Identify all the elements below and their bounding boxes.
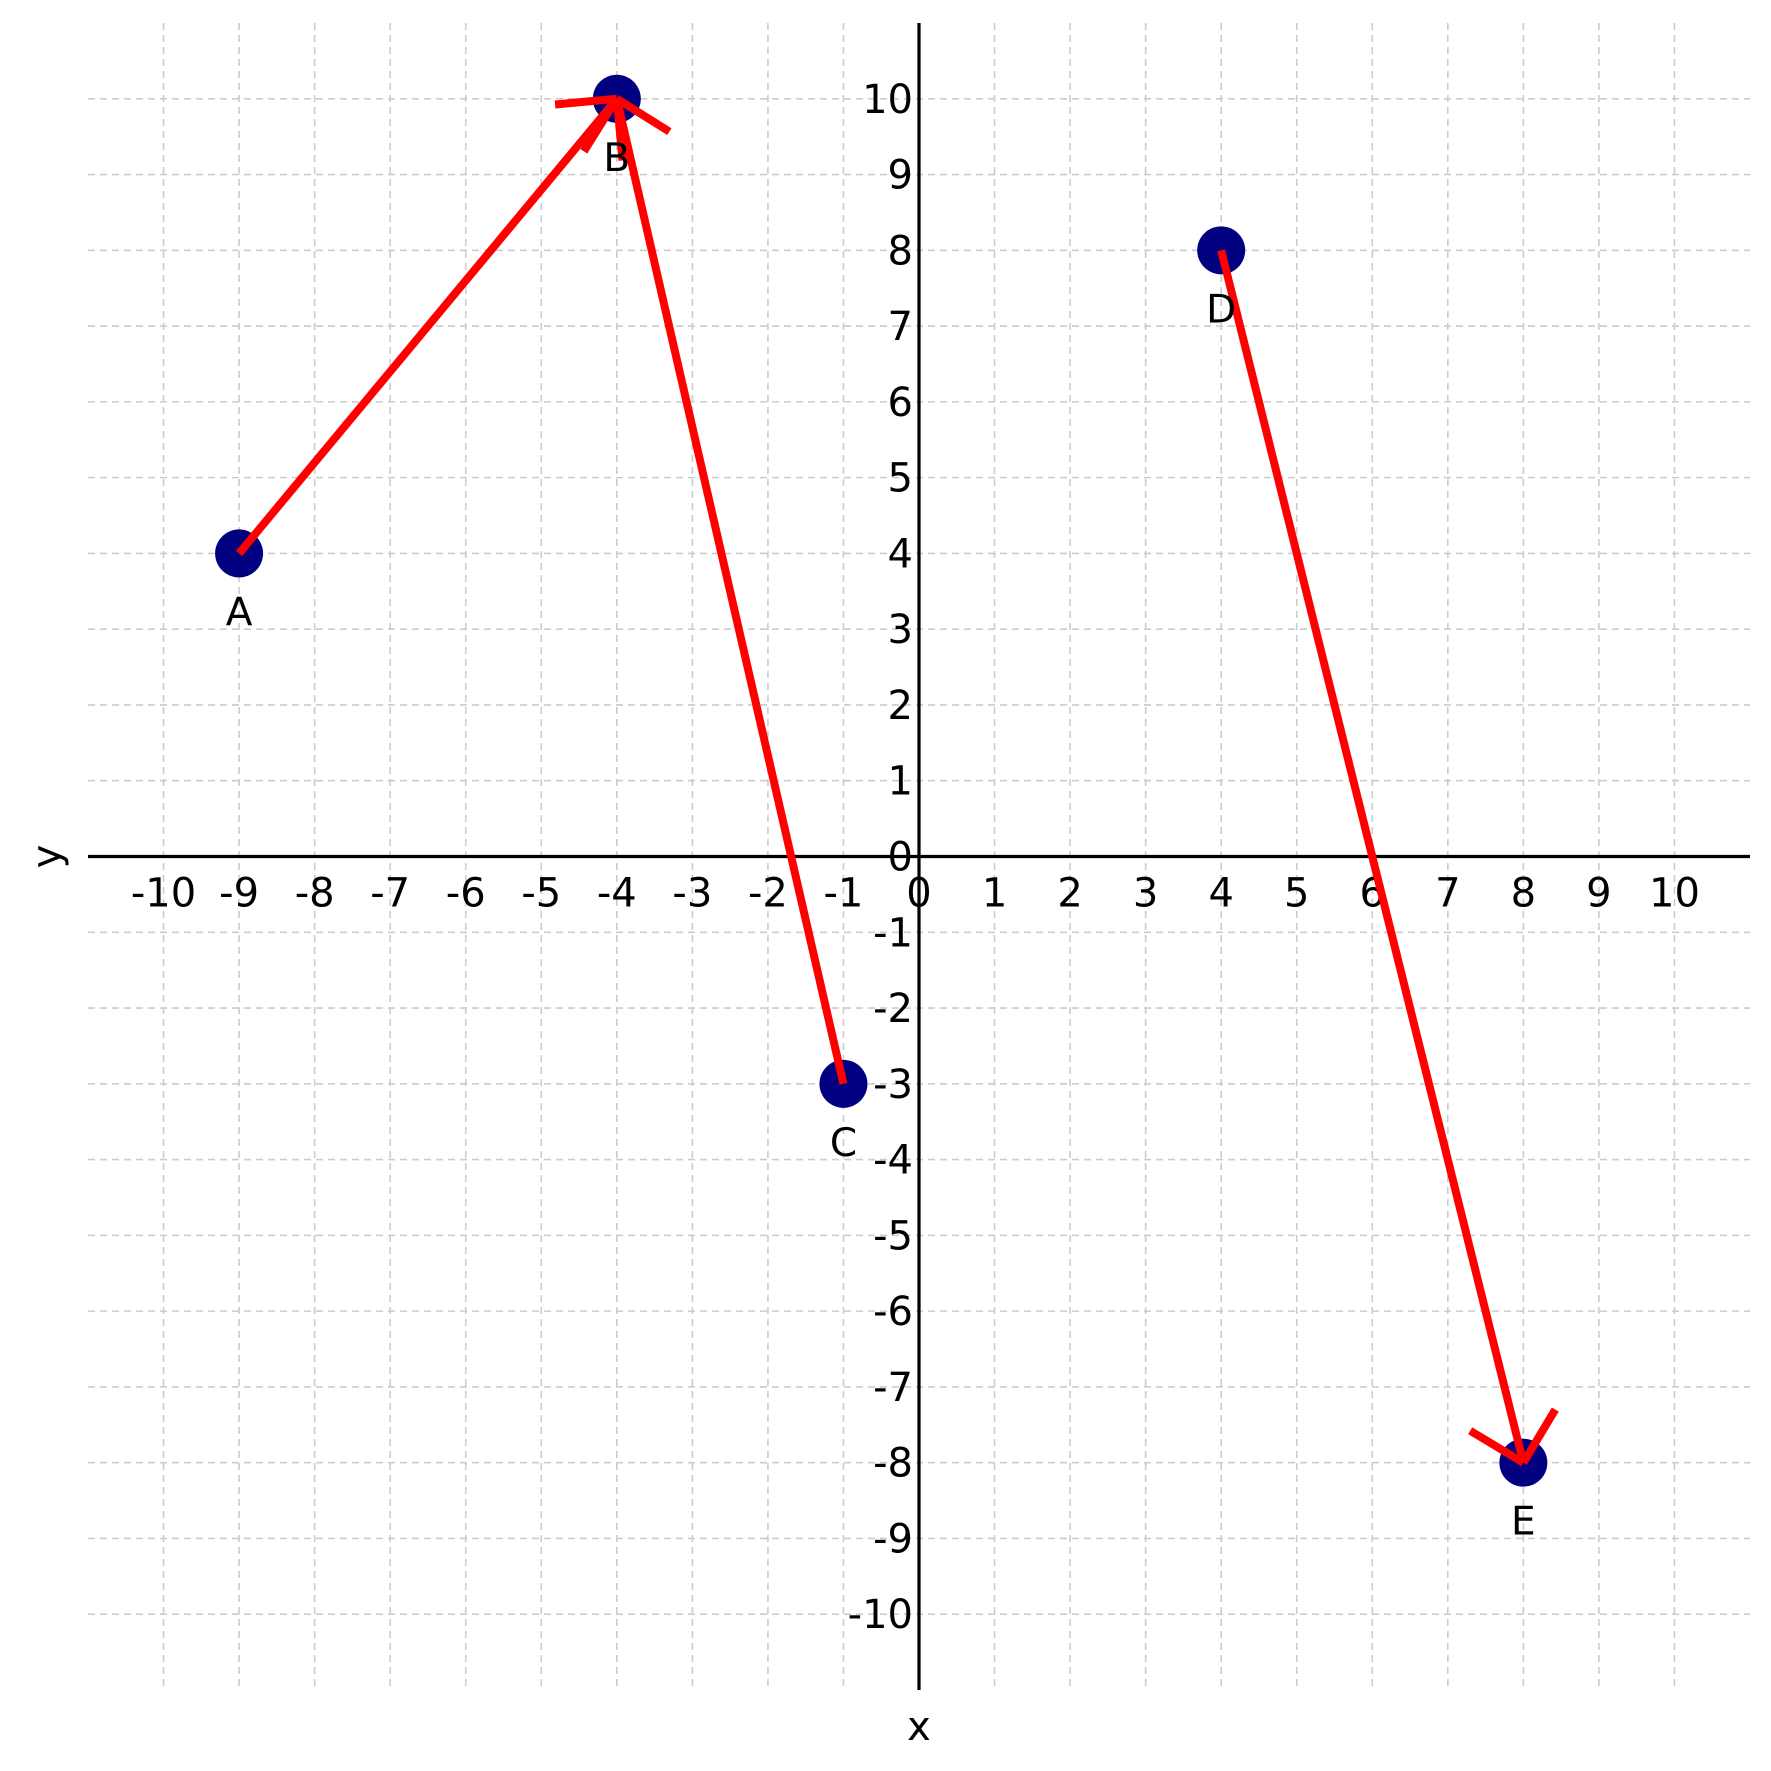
y-tick-label: -10 (848, 1592, 913, 1638)
vector-d-e (1217, 249, 1559, 1467)
x-tick-label: -1 (824, 871, 864, 917)
y-tick-label: 6 (888, 380, 913, 426)
x-tick-label: -6 (446, 871, 486, 917)
y-tick-label: -5 (873, 1213, 913, 1259)
y-tick-label: -1 (873, 910, 913, 956)
x-tick-labels: -10 -9 -8 -7 -6 -5 -4 -3 -2 -1 0 1 2 3 4 5 6 7 8 9 10 (131, 871, 1700, 917)
point-labels: A B C D E (226, 136, 1536, 1545)
point-label-a: A (226, 590, 253, 635)
y-tick-label: -9 (873, 1516, 913, 1562)
x-tick-label: 1 (982, 871, 1007, 917)
vector-shaft (1217, 249, 1528, 1464)
point-label-e: E (1511, 1500, 1536, 1545)
x-tick-label: -9 (219, 871, 259, 917)
arrowhead-stroke (554, 94, 618, 109)
y-tick-label: -7 (873, 1365, 913, 1411)
x-tick-label: -8 (295, 871, 335, 917)
arrowhead-stroke (614, 95, 672, 136)
y-tick-label: -8 (873, 1441, 913, 1487)
x-tick-label: 7 (1435, 871, 1460, 917)
y-tick-label: 5 (888, 456, 913, 502)
arrowhead-stroke (1519, 1407, 1559, 1465)
x-tick-label: -7 (370, 871, 410, 917)
y-tick-label: 1 (888, 759, 913, 805)
x-tick-label: 2 (1057, 871, 1082, 917)
x-tick-label: 4 (1208, 871, 1233, 917)
y-tick-label: 4 (888, 531, 913, 577)
x-tick-label: 0 (906, 871, 931, 917)
arrowhead-stroke (580, 96, 621, 154)
y-tick-label: 10 (862, 77, 913, 123)
point-label-d: D (1206, 287, 1236, 332)
axes (88, 23, 1750, 1690)
y-tick-label: 7 (888, 304, 913, 350)
x-axis-label: x (907, 1704, 931, 1750)
point-label-c: C (830, 1121, 857, 1166)
y-tick-label: 9 (888, 153, 913, 199)
x-tick-label: 5 (1284, 871, 1309, 917)
point-label-b: B (603, 136, 630, 181)
y-tick-label: -3 (873, 1062, 913, 1108)
y-tick-label: -6 (873, 1289, 913, 1335)
vector-shaft (612, 97, 848, 1085)
y-tick-label: -2 (873, 986, 913, 1032)
vectors (236, 94, 1559, 1467)
x-tick-label: 10 (1649, 871, 1700, 917)
x-tick-label: 9 (1586, 871, 1611, 917)
y-tick-label: 2 (888, 683, 913, 729)
y-tick-label: 8 (888, 228, 913, 274)
x-tick-label: -4 (597, 871, 637, 917)
x-tick-label: 3 (1133, 871, 1158, 917)
x-tick-label: -3 (672, 871, 712, 917)
y-axis-label: y (24, 845, 70, 869)
arrowhead-stroke (1468, 1427, 1526, 1467)
y-tick-label: 3 (888, 607, 913, 653)
x-tick-label: 8 (1511, 871, 1536, 917)
y-tick-label: 0 (888, 835, 913, 881)
vector-shaft (236, 96, 620, 556)
x-tick-label: -5 (521, 871, 561, 917)
y-tick-label: -4 (873, 1138, 913, 1184)
x-tick-label: -2 (748, 871, 788, 917)
x-tick-label: -10 (131, 871, 196, 917)
vector-c-b (580, 95, 848, 1085)
